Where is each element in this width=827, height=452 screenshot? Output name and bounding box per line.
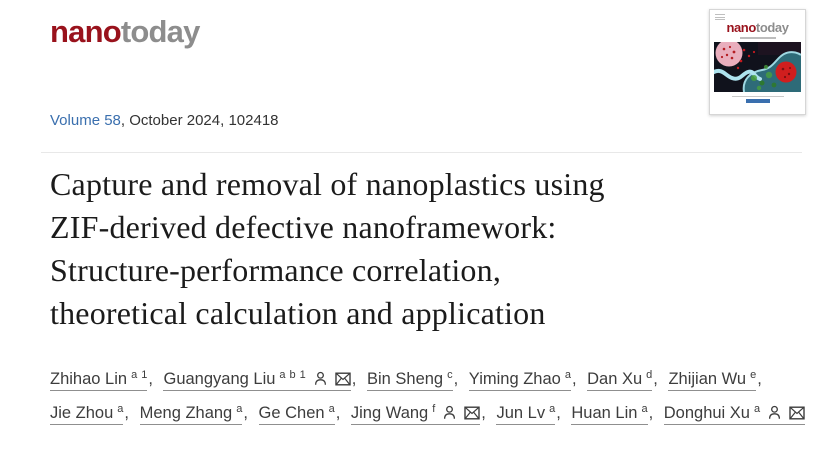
author-link[interactable]: Jie Zhou a [50,402,124,425]
author-affiliation-sup: f [432,402,436,415]
cover-footer-text-line [731,95,784,97]
author-link[interactable]: Guangyang Liu a b 1 [163,368,351,391]
author-name: Jun Lv [496,404,546,422]
author-separator: , [243,404,253,422]
author-separator: , [453,370,463,388]
divider [41,152,802,153]
mail-icon[interactable] [335,362,351,396]
author-name: Bin Sheng [366,370,444,388]
journal-logo-today: today [120,14,200,49]
person-icon[interactable] [442,396,457,430]
author-affiliation-sup: 1 [141,368,148,381]
author-affiliation-sup: a [236,402,243,415]
person-icon[interactable] [313,362,328,396]
author-name: Meng Zhang [139,404,233,422]
cover-logo: nanotoday [714,21,801,35]
author-separator: , [757,370,762,388]
cover-logo-nano: nano [726,20,756,35]
author-affiliation-sup: a [564,368,571,381]
author-affiliation-sup: e [750,368,757,381]
author-name: Dan Xu [587,370,643,388]
author-link[interactable]: Dan Xu d [587,368,653,391]
author-name: Yiming Zhao [468,370,561,388]
author-separator: , [148,370,158,388]
issue-line: Volume 58, October 2024, 102418 [50,112,279,129]
cover-logo-today: today [755,20,789,35]
author-name: Huan Lin [571,404,638,422]
journal-logo-nano: nano [50,14,122,49]
cover-issue-text-line [739,37,776,39]
author-name: Ge Chen [258,404,325,422]
article-title-line: Structure-performance correlation, [50,252,502,288]
cover-art-image [714,41,801,92]
author-separator: , [556,404,566,422]
author-name: Zhijian Wu [668,370,747,388]
author-separator: , [335,404,345,422]
author-name: Zhihao Lin [50,370,128,388]
author-link[interactable]: Zhihao Lin a 1 [50,368,148,391]
author-affiliation-sup: a [131,368,138,381]
author-affiliation-sup: c [447,368,453,381]
cover-sciencedirect-mark [745,99,770,103]
author-name: Donghui Xu [663,404,750,422]
author-link[interactable]: Donghui Xu a [663,402,806,425]
author-name: Jie Zhou [50,404,114,422]
author-separator: , [351,370,361,388]
issue-date-article-number: , October 2024, 102418 [120,112,279,129]
article-title-line: Capture and removal of nanoplastics usin… [50,166,605,202]
author-name: Guangyang Liu [163,370,276,388]
article-title-line: ZIF-derived defective nanoframework: [50,209,557,245]
mail-icon[interactable] [789,396,805,430]
author-affiliation-sup: b [289,368,296,381]
author-separator: , [481,404,491,422]
article-title-line: theoretical calculation and application [50,295,546,331]
author-link[interactable]: Ge Chen a [258,402,335,425]
author-affiliation-sup: a [641,402,648,415]
author-affiliation-sup: a [328,402,335,415]
author-affiliation-sup: d [646,368,653,381]
author-affiliation-sup: a [279,368,286,381]
author-separator: , [653,370,663,388]
cover-corner-text-lines [715,14,725,22]
person-icon[interactable] [767,396,782,430]
author-link[interactable]: Huan Lin a [571,402,648,425]
journal-cover-thumbnail[interactable]: nanotoday [709,9,806,115]
author-list: Zhihao Lin a 1, Guangyang Liu a b 1, Bin Shen… [50,362,815,430]
author-affiliation-sup: a [753,402,761,415]
author-affiliation-sup: a [549,402,556,415]
author-separator: , [571,370,582,388]
mail-icon[interactable] [464,396,480,430]
author-link[interactable]: Meng Zhang a [139,402,243,425]
article-title: Capture and removal of nanoplastics usin… [50,163,805,335]
volume-link[interactable]: Volume 58 [50,112,121,129]
author-affiliation-sup: a [117,402,124,415]
author-link[interactable]: Yiming Zhao a [468,368,571,391]
author-separator: , [648,404,658,422]
author-affiliation-sup: 1 [299,368,306,381]
author-link[interactable]: Zhijian Wu e [668,368,757,391]
author-link[interactable]: Bin Sheng c [366,368,453,391]
author-link[interactable]: Jing Wang f [350,402,481,425]
author-name: Jing Wang [350,404,429,422]
author-link[interactable]: Jun Lv a [496,402,556,425]
journal-logo[interactable]: nanotoday [50,14,200,50]
author-separator: , [124,404,134,422]
